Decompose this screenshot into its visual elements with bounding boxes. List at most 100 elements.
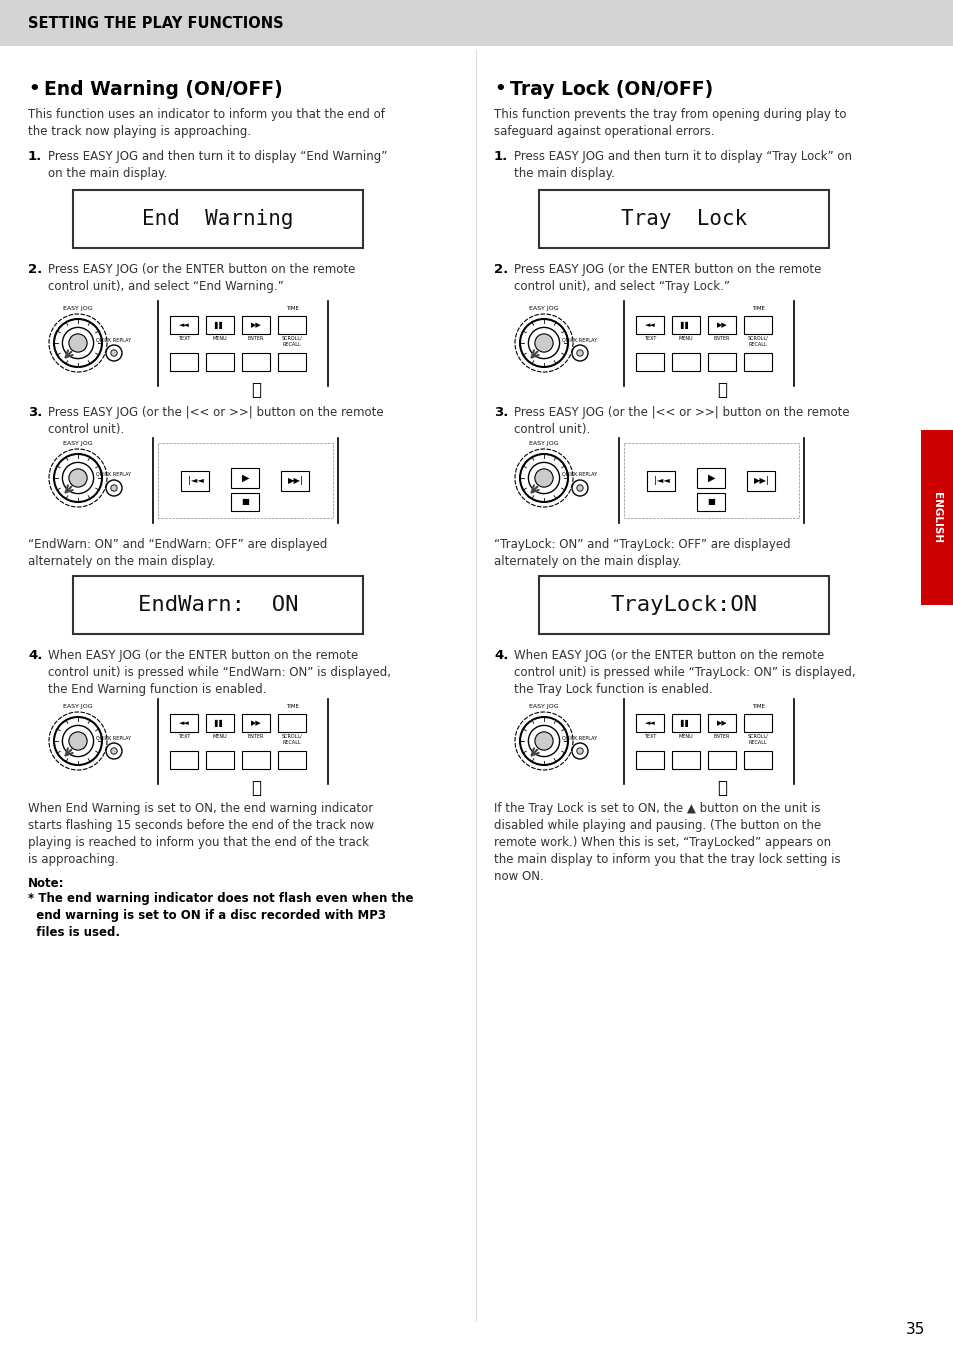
Bar <box>707 316 735 334</box>
Bar <box>538 576 828 634</box>
Text: ENTER: ENTER <box>713 734 729 739</box>
Circle shape <box>69 334 87 353</box>
Text: |◄◄: |◄◄ <box>188 476 203 485</box>
Bar <box>206 316 233 334</box>
Text: 3.: 3. <box>28 407 42 419</box>
Text: This function prevents the tray from opening during play to
safeguard against op: This function prevents the tray from ope… <box>494 108 845 138</box>
Bar <box>232 467 259 488</box>
Circle shape <box>111 748 117 754</box>
Text: This function uses an indicator to inform you that the end of
the track now play: This function uses an indicator to infor… <box>28 108 384 138</box>
Bar <box>277 353 306 372</box>
Text: EASY JOG: EASY JOG <box>529 440 558 446</box>
Text: EndWarn:  ON: EndWarn: ON <box>137 594 298 615</box>
Bar <box>636 316 663 334</box>
Bar <box>538 190 828 249</box>
Circle shape <box>535 732 553 750</box>
Bar <box>206 713 233 732</box>
Circle shape <box>111 485 117 492</box>
Bar <box>623 443 799 517</box>
Text: Press EASY JOG (or the |<< or >>| button on the remote
control unit).: Press EASY JOG (or the |<< or >>| button… <box>514 407 849 436</box>
Text: Press EASY JOG and then turn it to display “Tray Lock” on
the main display.: Press EASY JOG and then turn it to displ… <box>514 150 851 180</box>
Bar <box>636 713 663 732</box>
Text: 4.: 4. <box>28 648 42 662</box>
Text: ▶▶: ▶▶ <box>716 720 726 725</box>
Bar <box>671 316 700 334</box>
Text: TEXT: TEXT <box>643 336 656 340</box>
Text: When EASY JOG (or the ENTER button on the remote
control unit) is pressed while : When EASY JOG (or the ENTER button on th… <box>48 648 391 696</box>
Bar <box>747 470 775 490</box>
Bar <box>707 751 735 769</box>
Text: ▌▌: ▌▌ <box>214 720 225 727</box>
Text: TIME: TIME <box>285 704 298 709</box>
Text: EASY JOG: EASY JOG <box>529 704 558 709</box>
Text: QUICK REPLAY: QUICK REPLAY <box>562 471 597 477</box>
Circle shape <box>577 485 582 492</box>
Bar <box>242 751 270 769</box>
Text: MENU: MENU <box>678 336 693 340</box>
Text: 35: 35 <box>905 1321 924 1336</box>
Text: Tray  Lock: Tray Lock <box>620 209 746 230</box>
Text: QUICK REPLAY: QUICK REPLAY <box>96 336 132 342</box>
Text: EASY JOG: EASY JOG <box>63 440 92 446</box>
Bar <box>647 470 675 490</box>
Text: TIME: TIME <box>751 305 763 311</box>
Bar <box>743 751 771 769</box>
Text: |◄◄: |◄◄ <box>653 476 669 485</box>
Bar <box>697 467 724 488</box>
Text: 👆: 👆 <box>251 381 261 399</box>
Bar <box>743 353 771 372</box>
Bar <box>277 316 306 334</box>
Text: SCROLL/
RECALL: SCROLL/ RECALL <box>747 336 767 347</box>
Text: QUICK REPLAY: QUICK REPLAY <box>96 471 132 477</box>
Bar <box>170 316 198 334</box>
Text: EASY JOG: EASY JOG <box>63 305 92 311</box>
Text: Press EASY JOG (or the ENTER button on the remote
control unit), and select “Tra: Press EASY JOG (or the ENTER button on t… <box>514 263 821 293</box>
Circle shape <box>535 334 553 353</box>
Text: ◄◄: ◄◄ <box>644 322 655 328</box>
Text: 2.: 2. <box>494 263 508 276</box>
Text: TEXT: TEXT <box>177 336 190 340</box>
Text: Tray Lock (ON/OFF): Tray Lock (ON/OFF) <box>510 80 713 99</box>
Text: ENTER: ENTER <box>248 734 264 739</box>
Text: ▶: ▶ <box>707 473 715 482</box>
Text: ▶▶: ▶▶ <box>251 322 261 328</box>
Text: If the Tray Lock is set to ON, the ▲ button on the unit is
disabled while playin: If the Tray Lock is set to ON, the ▲ but… <box>494 802 840 884</box>
Text: ▌▌: ▌▌ <box>679 720 691 727</box>
Text: End Warning (ON/OFF): End Warning (ON/OFF) <box>44 80 282 99</box>
Bar <box>170 751 198 769</box>
Text: QUICK REPLAY: QUICK REPLAY <box>562 336 597 342</box>
Text: * The end warning indicator does not flash even when the
  end warning is set to: * The end warning indicator does not fla… <box>28 892 413 939</box>
Bar <box>232 493 259 511</box>
Text: ◄◄: ◄◄ <box>644 720 655 725</box>
Text: Press EASY JOG and then turn it to display “End Warning”
on the main display.: Press EASY JOG and then turn it to displ… <box>48 150 387 180</box>
Text: TrayLock:ON: TrayLock:ON <box>610 594 757 615</box>
Text: End  Warning: End Warning <box>142 209 294 230</box>
Text: ▶▶|: ▶▶| <box>287 476 303 485</box>
Text: “EndWarn: ON” and “EndWarn: OFF” are displayed
alternately on the main display.: “EndWarn: ON” and “EndWarn: OFF” are dis… <box>28 538 327 567</box>
Text: •: • <box>494 80 505 99</box>
Text: ◄◄: ◄◄ <box>178 720 190 725</box>
Text: SETTING THE PLAY FUNCTIONS: SETTING THE PLAY FUNCTIONS <box>28 15 283 31</box>
Bar <box>920 430 953 605</box>
Text: ▶▶|: ▶▶| <box>753 476 769 485</box>
Text: ▌▌: ▌▌ <box>214 322 225 328</box>
Text: ENTER: ENTER <box>713 336 729 340</box>
Bar <box>707 713 735 732</box>
Bar <box>181 470 210 490</box>
Text: •: • <box>28 80 40 99</box>
Bar <box>743 316 771 334</box>
Text: “TrayLock: ON” and “TrayLock: OFF” are displayed
alternately on the main display: “TrayLock: ON” and “TrayLock: OFF” are d… <box>494 538 790 567</box>
Bar <box>170 713 198 732</box>
Text: ▶▶: ▶▶ <box>716 322 726 328</box>
Bar <box>281 470 309 490</box>
Bar <box>242 316 270 334</box>
Bar <box>73 576 363 634</box>
Text: ▶: ▶ <box>241 473 249 482</box>
Circle shape <box>577 748 582 754</box>
Text: ▌▌: ▌▌ <box>679 322 691 328</box>
Text: 👆: 👆 <box>717 381 726 399</box>
Bar <box>158 443 333 517</box>
Text: TIME: TIME <box>285 305 298 311</box>
Text: ■: ■ <box>707 497 715 507</box>
Text: 3.: 3. <box>494 407 508 419</box>
